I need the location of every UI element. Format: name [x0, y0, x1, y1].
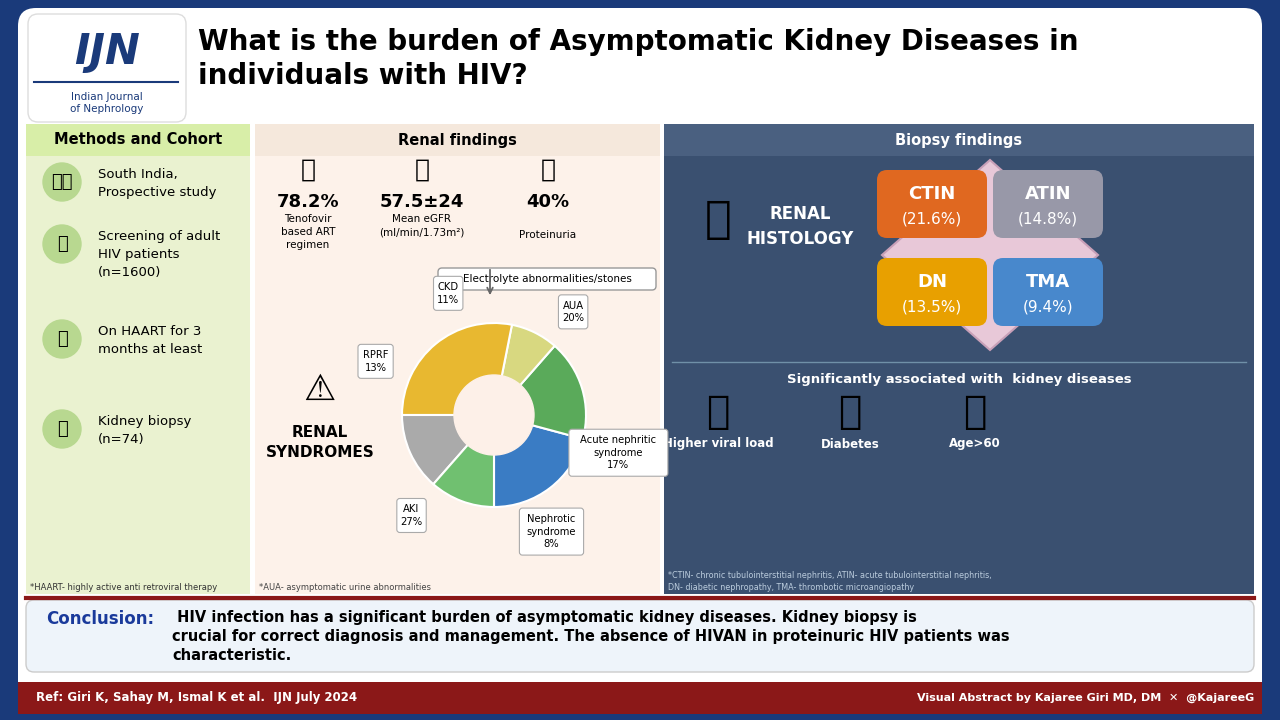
Text: Acute nephritic
syndrome
17%: Acute nephritic syndrome 17% [580, 436, 657, 470]
Wedge shape [402, 415, 494, 484]
Text: 40%: 40% [526, 193, 570, 211]
Text: Higher viral load: Higher viral load [663, 438, 773, 451]
Text: Indian Journal: Indian Journal [72, 92, 143, 102]
Text: 🔬: 🔬 [704, 199, 731, 241]
Text: Age>60: Age>60 [950, 438, 1001, 451]
FancyBboxPatch shape [26, 600, 1254, 672]
FancyBboxPatch shape [438, 268, 657, 290]
Text: (9.4%): (9.4%) [1023, 300, 1074, 315]
Text: ATIN: ATIN [1025, 185, 1071, 203]
Text: Renal findings: Renal findings [398, 132, 517, 148]
Bar [26, 156, 250, 594]
Text: HIV infection has a significant burden of asymptomatic kidney diseases. Kidney b: HIV infection has a significant burden o… [172, 610, 1010, 663]
Text: RENAL
SYNDROMES: RENAL SYNDROMES [266, 425, 374, 460]
Bar [664, 156, 1254, 594]
Text: (21.6%): (21.6%) [902, 212, 963, 227]
Text: Methods and Cohort: Methods and Cohort [54, 132, 223, 148]
Text: Diabetes: Diabetes [820, 438, 879, 451]
Text: Nephrotic
syndrome
8%: Nephrotic syndrome 8% [527, 514, 576, 549]
FancyBboxPatch shape [558, 295, 588, 329]
Text: *HAART- highly active anti retroviral therapy: *HAART- highly active anti retroviral th… [29, 583, 218, 592]
FancyBboxPatch shape [993, 258, 1103, 326]
Text: 🇮🇳: 🇮🇳 [51, 173, 73, 191]
Text: Screening of adult
HIV patients
(n=1600): Screening of adult HIV patients (n=1600) [99, 230, 220, 279]
Text: 78.2%: 78.2% [276, 193, 339, 211]
Text: *CTIN- chronic tubulointerstitial nephritis, ATIN- acute tubulointerstitial neph: *CTIN- chronic tubulointerstitial nephri… [668, 571, 992, 592]
Text: (14.8%): (14.8%) [1018, 212, 1078, 227]
FancyBboxPatch shape [568, 429, 668, 476]
Text: On HAART for 3
months at least: On HAART for 3 months at least [99, 325, 202, 356]
FancyBboxPatch shape [993, 170, 1103, 238]
Bar [26, 124, 250, 156]
Text: 💉: 💉 [838, 393, 861, 431]
Text: ⌛: ⌛ [964, 393, 987, 431]
FancyBboxPatch shape [877, 170, 987, 238]
Text: 57.5±24: 57.5±24 [380, 193, 465, 211]
Text: 💊: 💊 [56, 330, 68, 348]
Text: Kidney biopsy
(n=74): Kidney biopsy (n=74) [99, 415, 192, 446]
Text: Biopsy findings: Biopsy findings [896, 132, 1023, 148]
FancyBboxPatch shape [28, 14, 186, 122]
Bar [255, 156, 660, 594]
Text: Electrolyte abnormalities/stones: Electrolyte abnormalities/stones [462, 274, 631, 284]
FancyBboxPatch shape [434, 276, 463, 310]
Circle shape [44, 320, 81, 358]
Text: DN: DN [916, 273, 947, 291]
Text: AKI
27%: AKI 27% [401, 504, 422, 527]
FancyBboxPatch shape [18, 8, 1262, 708]
Circle shape [454, 375, 534, 455]
Polygon shape [882, 160, 1098, 350]
Text: Ref: Giri K, Sahay M, Ismal K et al.  IJN July 2024: Ref: Giri K, Sahay M, Ismal K et al. IJN… [36, 691, 357, 704]
Wedge shape [494, 346, 586, 438]
Circle shape [44, 410, 81, 448]
Text: 🔍: 🔍 [56, 235, 68, 253]
Text: Visual Abstract by Kajaree Giri MD, DM  ✕  @KajareeG: Visual Abstract by Kajaree Giri MD, DM ✕… [916, 693, 1254, 703]
Text: RENAL
HISTOLOGY: RENAL HISTOLOGY [746, 205, 854, 248]
FancyBboxPatch shape [397, 498, 426, 533]
Circle shape [44, 163, 81, 201]
Bar [664, 124, 1254, 156]
Text: 📋: 📋 [540, 158, 556, 182]
Wedge shape [494, 415, 582, 507]
Text: (13.5%): (13.5%) [902, 300, 963, 315]
Text: CKD
11%: CKD 11% [438, 282, 460, 305]
Text: 🦠: 🦠 [707, 393, 730, 431]
Text: of Nephrology: of Nephrology [70, 104, 143, 114]
Wedge shape [494, 325, 554, 415]
Text: Tenofovir
based ART
regimen: Tenofovir based ART regimen [280, 214, 335, 251]
Bar [255, 124, 660, 156]
Text: RPRF
13%: RPRF 13% [362, 350, 388, 372]
Circle shape [44, 225, 81, 263]
Text: *AUA- asymptomatic urine abnormalities: *AUA- asymptomatic urine abnormalities [259, 583, 431, 592]
Text: Mean eGFR
(ml/min/1.73m²): Mean eGFR (ml/min/1.73m²) [379, 214, 465, 237]
Text: Conclusion:: Conclusion: [46, 610, 154, 628]
Text: IJN: IJN [74, 31, 140, 73]
Text: South India,
Prospective study: South India, Prospective study [99, 168, 216, 199]
FancyBboxPatch shape [877, 258, 987, 326]
Wedge shape [402, 323, 512, 415]
Text: individuals with HIV?: individuals with HIV? [198, 62, 527, 90]
Text: ⚠️: ⚠️ [303, 373, 337, 407]
FancyBboxPatch shape [358, 344, 393, 378]
Text: 💊: 💊 [301, 158, 315, 182]
Text: AUA
20%: AUA 20% [562, 301, 584, 323]
Text: What is the burden of Asymptomatic Kidney Diseases in: What is the burden of Asymptomatic Kidne… [198, 28, 1079, 56]
Text: CTIN: CTIN [909, 185, 956, 203]
Wedge shape [434, 415, 494, 507]
Text: TMA: TMA [1027, 273, 1070, 291]
Bar [18, 682, 1262, 714]
Text: 🧪: 🧪 [415, 158, 430, 182]
FancyBboxPatch shape [520, 508, 584, 555]
Text: Significantly associated with  kidney diseases: Significantly associated with kidney dis… [787, 374, 1132, 387]
Text: Proteinuria: Proteinuria [520, 230, 576, 240]
Text: 🫘: 🫘 [56, 420, 68, 438]
